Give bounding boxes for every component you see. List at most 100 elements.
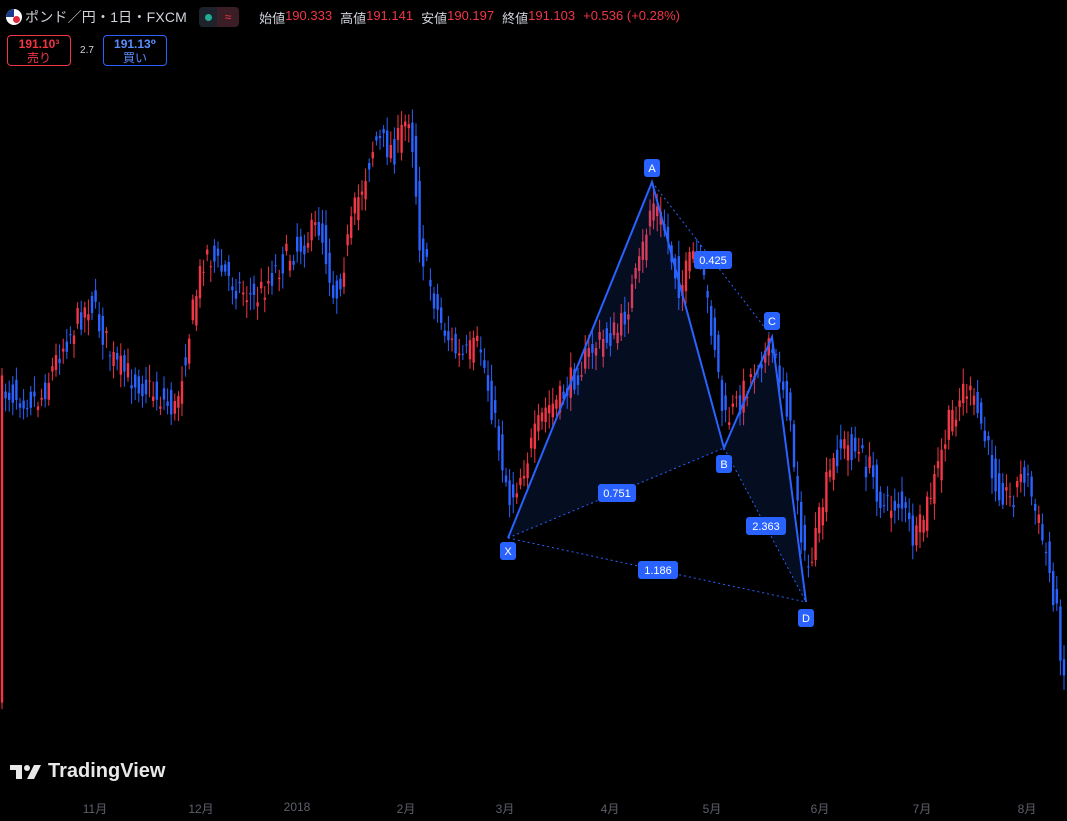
candle-body: [551, 403, 554, 418]
bd-dotted: [723, 447, 807, 603]
candle-body: [90, 295, 94, 314]
candle-body: [594, 347, 598, 356]
candle-body: [458, 353, 461, 356]
time-axis-label: 2018: [283, 800, 311, 814]
candle-body: [782, 381, 785, 390]
candle-body: [184, 357, 187, 366]
sell-price: 191.10³: [18, 36, 60, 51]
time-axis-label: 12月: [188, 802, 214, 816]
candle-body: [389, 144, 392, 159]
candle-body: [94, 290, 97, 302]
point-label-b[interactable]: B: [716, 455, 732, 473]
candle-body: [152, 396, 155, 401]
candle-body: [587, 347, 590, 357]
ratio-label-xb[interactable]: 0.751: [598, 484, 636, 502]
candle-body: [738, 395, 742, 415]
candle-body: [537, 415, 540, 432]
candle-body: [684, 260, 688, 292]
candle-body: [65, 341, 68, 352]
change-value: +0.536 (+0.28%): [583, 7, 680, 23]
candle-body: [26, 408, 29, 410]
point-label-c[interactable]: C: [764, 312, 780, 330]
candle-body: [1008, 496, 1012, 498]
candle-body: [530, 437, 533, 449]
candle-body: [731, 403, 734, 407]
market-status[interactable]: ≈: [199, 7, 240, 27]
candle-body: [263, 297, 266, 300]
point-label-d[interactable]: D: [798, 609, 814, 627]
candle-body: [825, 471, 828, 513]
candle-body: [47, 382, 50, 400]
candle-body: [425, 248, 428, 257]
candle-body: [386, 130, 389, 158]
candle-body: [850, 434, 853, 461]
symbol-title[interactable]: ポンド／円・1日・FXCM: [25, 9, 188, 25]
candle-body: [800, 501, 803, 543]
candle-body: [612, 322, 616, 336]
candle-body: [299, 236, 302, 252]
time-axis-label: 8月: [1017, 802, 1037, 816]
candle-body: [998, 473, 1001, 501]
spread-value: 2.7: [80, 45, 94, 56]
candle-body: [123, 355, 126, 372]
candle-body: [1019, 474, 1022, 483]
time-axis-label: 3月: [495, 802, 515, 816]
candle-body: [166, 401, 169, 406]
candle-body: [375, 136, 378, 141]
ratio-label-bd[interactable]: 2.363: [746, 517, 786, 535]
candle-body: [296, 236, 299, 252]
candle-body: [432, 293, 436, 309]
time-axis-label: 6月: [810, 802, 830, 816]
point-label-a[interactable]: A: [644, 159, 660, 177]
candle-body: [677, 256, 680, 299]
ratio-xd-text: 1.186: [644, 565, 672, 577]
point-label-x[interactable]: X: [500, 542, 516, 560]
candle-body: [285, 243, 288, 252]
harmonic-xabcd-pattern[interactable]: X A B C D 0.751 0.425 2.363: [500, 159, 814, 627]
candle-body: [198, 266, 202, 299]
ratio-label-ac[interactable]: 0.425: [694, 251, 732, 269]
candle-body: [8, 392, 11, 400]
candle-body: [749, 374, 752, 378]
candle-body: [404, 121, 407, 127]
candle-body: [922, 519, 925, 533]
buy-button[interactable]: 191.13⁰ 買い: [103, 35, 167, 66]
candle-body: [990, 454, 994, 479]
candle-body: [908, 512, 911, 520]
candle-body: [764, 350, 767, 363]
market-open-dot-icon: [199, 13, 217, 21]
candle-body: [216, 248, 220, 256]
ratio-bd-text: 2.363: [752, 521, 780, 533]
candle-body: [15, 379, 18, 401]
point-x-text: X: [504, 546, 512, 558]
candle-body: [148, 380, 151, 382]
candle-body: [958, 400, 961, 408]
time-axis[interactable]: 11月 12月 2018 2月 3月 4月 5月 6月 7月 8月: [0, 794, 1067, 821]
candle-body: [807, 566, 810, 568]
candle-body: [890, 510, 893, 518]
candle-body: [476, 335, 479, 341]
candle-body: [810, 561, 814, 563]
sell-button[interactable]: 191.10³ 売り: [7, 35, 71, 66]
candle-body: [533, 423, 536, 449]
candle-body: [317, 221, 320, 236]
candle-body: [839, 439, 842, 449]
candle-body: [710, 306, 713, 336]
candle-body: [490, 380, 493, 420]
candle-body: [479, 349, 482, 353]
candle-body: [897, 503, 900, 508]
candle-body: [252, 283, 256, 295]
time-axis-label: 5月: [702, 802, 722, 816]
candle-body: [785, 380, 788, 417]
candle-body: [1044, 551, 1048, 554]
candle-body: [933, 473, 936, 504]
point-a-text: A: [648, 163, 656, 175]
candle-body: [836, 449, 839, 467]
tradingview-logo[interactable]: TradingView: [10, 760, 165, 783]
ratio-label-xd[interactable]: 1.186: [638, 561, 678, 579]
pattern-fill-bcd: [724, 337, 806, 602]
candle-body: [407, 124, 410, 129]
candle-body: [98, 314, 101, 332]
candle-body: [584, 348, 587, 369]
